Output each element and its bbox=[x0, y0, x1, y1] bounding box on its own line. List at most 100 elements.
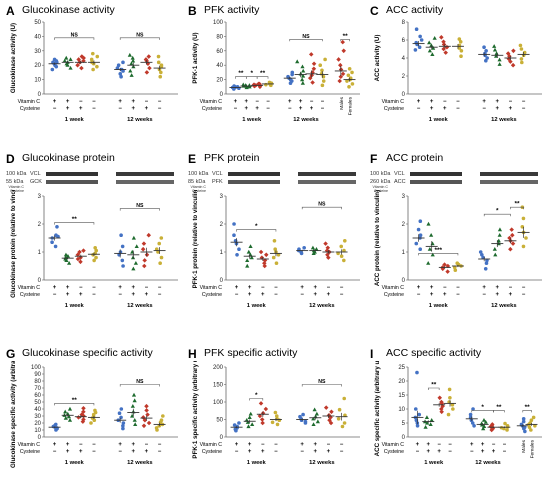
data-point bbox=[274, 414, 279, 418]
cysteine-sign: + bbox=[145, 106, 149, 112]
cysteine-sign: + bbox=[509, 292, 513, 298]
y-tick-label: 2 bbox=[402, 74, 406, 80]
cysteine-sign: + bbox=[443, 292, 447, 298]
cysteine-sign: + bbox=[496, 106, 500, 112]
cysteine-sign: + bbox=[145, 292, 149, 298]
y-tick-label: 200 bbox=[213, 365, 224, 371]
data-point bbox=[146, 420, 152, 426]
y-axis-label: PFK-1 protein (relative to vinculin) bbox=[192, 190, 199, 288]
week-label: 1 week bbox=[65, 303, 85, 309]
data-point bbox=[510, 62, 516, 68]
cysteine-sign: − bbox=[482, 292, 486, 298]
data-point bbox=[310, 245, 316, 250]
significance-label: ** bbox=[431, 382, 437, 389]
data-point bbox=[142, 258, 147, 263]
data-point bbox=[451, 407, 455, 411]
data-point bbox=[336, 417, 341, 421]
panel-C: C ACC activity ACC activity (U) 0 2 4 6 8 Vitami… bbox=[370, 4, 546, 140]
data-point bbox=[427, 247, 432, 251]
data-point bbox=[65, 254, 71, 258]
data-point bbox=[232, 222, 236, 226]
vitamin-c-sign: − bbox=[158, 99, 162, 105]
data-point bbox=[499, 425, 504, 430]
data-point bbox=[120, 244, 125, 249]
vitamin-c-sign: + bbox=[300, 285, 304, 291]
data-point bbox=[290, 70, 295, 75]
cysteine-sign: − bbox=[158, 292, 162, 298]
vitamin-c-sign: + bbox=[314, 285, 318, 291]
vitamin-c-sign: − bbox=[266, 99, 270, 105]
y-tick-label: 80 bbox=[216, 34, 223, 40]
week-label: 12 weeks bbox=[491, 303, 516, 309]
chart-H: PFK-1 specific activity (arbitrary units… bbox=[192, 361, 360, 466]
y-axis-label: ACC protein (relative to vinculin) bbox=[374, 190, 381, 286]
data-point bbox=[426, 221, 431, 226]
significance-bracket bbox=[54, 222, 95, 225]
significance-bracket bbox=[289, 38, 323, 42]
data-point bbox=[414, 241, 419, 246]
panel-A: A Glucokinase activity Glucokinase activit… bbox=[6, 4, 182, 140]
data-point bbox=[144, 408, 149, 413]
blot-protein-label: GCK bbox=[30, 179, 42, 185]
panel-F: F ACC protein 100 kDa 260 kDa VCL ACC Vitamin … bbox=[370, 152, 546, 342]
condition-row-label: Cysteine bbox=[202, 292, 222, 298]
vitamin-c-sign: − bbox=[255, 99, 259, 105]
data-point bbox=[315, 419, 320, 424]
panel-letter: G bbox=[6, 347, 16, 361]
week-label: 1 week bbox=[242, 117, 262, 123]
data-point bbox=[318, 63, 323, 67]
data-point bbox=[130, 404, 135, 408]
data-point bbox=[311, 416, 316, 421]
data-point bbox=[81, 406, 86, 411]
data-point bbox=[445, 269, 450, 274]
data-point bbox=[329, 409, 334, 415]
data-point bbox=[232, 233, 236, 237]
data-point bbox=[95, 54, 100, 59]
significance-label: ** bbox=[238, 70, 244, 77]
blot-band-1week bbox=[228, 172, 280, 176]
cysteine-sign: + bbox=[248, 449, 252, 455]
data-point bbox=[459, 49, 464, 53]
week-label: 1 week bbox=[65, 460, 85, 466]
data-point bbox=[144, 252, 150, 258]
data-point bbox=[496, 238, 501, 243]
panel-B: B PFK activity PFK-1 activity (U) 0 20 40 60 80… bbox=[188, 4, 364, 140]
vitamin-c-sign: + bbox=[248, 285, 252, 291]
cysteine-sign: + bbox=[66, 292, 70, 298]
data-point bbox=[245, 420, 250, 424]
data-point bbox=[132, 398, 137, 403]
condition-row-label: Vitamin C bbox=[18, 99, 41, 105]
significance-bracket bbox=[119, 384, 160, 387]
vitamin-c-sign: + bbox=[132, 285, 136, 291]
data-point bbox=[271, 255, 276, 260]
data-point bbox=[519, 57, 524, 61]
data-point bbox=[472, 424, 476, 428]
data-point bbox=[418, 247, 423, 251]
data-point bbox=[423, 425, 428, 429]
data-point bbox=[457, 46, 462, 50]
panel-E: E PFK protein 100 kDa 85 kDa VCL PFK Vitamin C… bbox=[188, 152, 364, 342]
vitamin-c-sign: + bbox=[235, 442, 239, 448]
data-point bbox=[519, 47, 524, 51]
vitamin-c-sign: + bbox=[416, 442, 420, 448]
y-axis-label: ACC specific activity (arbitrary units) bbox=[374, 361, 381, 456]
data-point bbox=[131, 235, 136, 240]
blot-protein-label: VCL bbox=[212, 171, 223, 177]
cysteine-sign: + bbox=[430, 292, 434, 298]
data-point bbox=[503, 421, 507, 426]
data-point bbox=[121, 60, 125, 65]
data-point bbox=[68, 57, 73, 62]
vitamin-c-sign: − bbox=[92, 285, 96, 291]
data-point bbox=[301, 68, 306, 73]
y-tick-label: 0 bbox=[402, 435, 406, 441]
significance-label: *** bbox=[434, 247, 442, 254]
y-tick-label: 3 bbox=[38, 194, 42, 200]
data-point bbox=[241, 82, 246, 87]
cysteine-sign: − bbox=[118, 106, 122, 112]
data-point bbox=[301, 412, 305, 417]
data-point bbox=[117, 411, 122, 415]
data-point bbox=[418, 219, 423, 223]
cysteine-sign: + bbox=[79, 106, 83, 112]
